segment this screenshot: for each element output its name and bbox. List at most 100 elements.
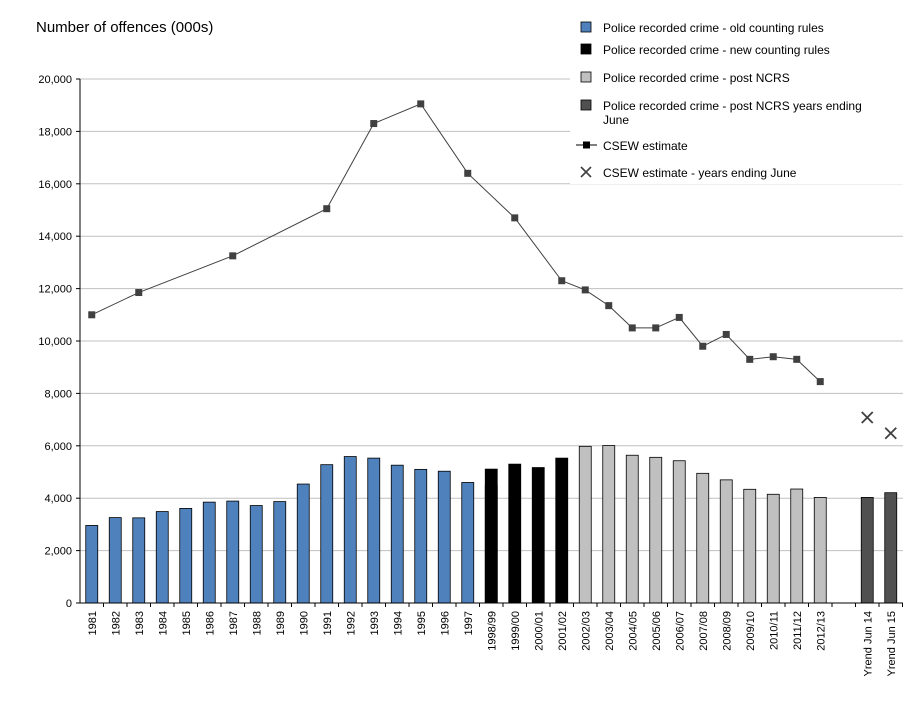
bar <box>367 457 381 604</box>
x-tick-label: 2004/05 <box>627 611 639 651</box>
bar <box>226 500 240 604</box>
bar <box>790 488 804 604</box>
legend-swatch <box>580 71 592 83</box>
csew-point <box>769 353 777 361</box>
bar <box>602 445 616 604</box>
x-tick-label: 1993 <box>369 611 381 635</box>
bar <box>85 525 99 604</box>
x-tick-label: Yrend Jun 15 <box>886 611 898 676</box>
x-tick-label: 2010/11 <box>768 611 780 650</box>
y-tick-label: 8,000 <box>44 388 72 400</box>
bar <box>508 463 522 604</box>
bar <box>743 488 757 604</box>
bar <box>414 468 428 604</box>
legend-swatch <box>580 21 592 33</box>
y-tick-label: 0 <box>66 598 72 610</box>
y-tick-label: 2,000 <box>44 546 72 558</box>
x-tick-label: 2009/10 <box>745 611 757 651</box>
x-tick-label: 2003/04 <box>604 611 616 651</box>
bar <box>484 468 498 604</box>
csew-line <box>88 100 897 440</box>
bar <box>555 457 569 604</box>
x-tick-label: 2012/13 <box>815 611 827 651</box>
x-tick-label: 1991 <box>322 611 334 635</box>
x-tick-label: 2008/09 <box>721 611 733 651</box>
x-tick-label: 1996 <box>439 611 451 635</box>
bar <box>249 505 263 604</box>
y-tick-label: 20,000 <box>38 74 72 86</box>
bar <box>766 493 780 604</box>
x-tick-label: 2000/01 <box>533 611 545 651</box>
x-tick-label: 1995 <box>416 611 428 635</box>
y-tick-label: 4,000 <box>44 493 72 505</box>
bar <box>719 479 733 604</box>
bar <box>884 492 898 604</box>
bar <box>625 454 639 604</box>
csew-point <box>605 302 613 310</box>
legend-label: Police recorded crime - post NCRS <box>603 71 790 85</box>
legend-label: Police recorded crime - old counting rul… <box>603 21 824 35</box>
x-tick-labels: 1981 1982 1983 1984 1985 1986 1987 1988 1989 1990… <box>87 611 898 676</box>
y-tick-label: 10,000 <box>38 336 72 348</box>
bar <box>343 456 357 604</box>
x-tick-label: 1982 <box>110 611 122 635</box>
bar <box>155 511 169 604</box>
x-tick-label: 1985 <box>181 611 193 635</box>
y-tick-labels: 0 2,000 4,000 6,000 8,000 10,000 12,000 14,000 1… <box>38 74 72 610</box>
bar <box>860 497 874 604</box>
y-axis-title: Number of offences (000s) <box>36 19 213 36</box>
csew-point <box>229 252 237 260</box>
y-tick-label: 18,000 <box>38 126 72 138</box>
csew-june-point <box>884 427 897 440</box>
axes <box>76 78 903 607</box>
legend-label: CSEW estimate <box>603 139 688 153</box>
bar <box>649 456 663 604</box>
bar <box>202 501 216 604</box>
x-tick-label: 1987 <box>228 611 240 635</box>
y-tick-label: 6,000 <box>44 441 72 453</box>
csew-point <box>699 342 707 350</box>
x-tick-label: 2001/02 <box>557 611 569 651</box>
bar <box>132 517 146 604</box>
csew-point <box>464 169 472 177</box>
legend-background <box>570 12 903 184</box>
bar <box>273 501 287 604</box>
bar <box>108 517 122 604</box>
y-tick-label: 14,000 <box>38 231 72 243</box>
x-tick-label: 1988 <box>251 611 263 635</box>
bar <box>813 497 827 604</box>
csew-point <box>135 289 143 297</box>
y-tick-label: 16,000 <box>38 179 72 191</box>
bar <box>390 464 404 604</box>
legend-swatch <box>580 43 592 55</box>
x-tick-label: 1998/99 <box>486 611 498 651</box>
x-tick-label: 2002/03 <box>580 611 592 651</box>
x-tick-label: 1983 <box>134 611 146 635</box>
y-tick-label: 12,000 <box>38 284 72 296</box>
csew-point <box>816 378 824 386</box>
x-tick-label: 1989 <box>275 611 287 635</box>
x-tick-label: 1999/00 <box>510 611 522 651</box>
bar <box>672 460 686 604</box>
x-tick-label: 1992 <box>345 611 357 635</box>
csew-point <box>511 214 519 222</box>
x-tick-label: Yrend Jun 14 <box>862 611 874 676</box>
x-tick-label: 2011/12 <box>792 611 804 650</box>
csew-point <box>417 100 425 108</box>
legend-label: Police recorded crime - new counting rul… <box>603 43 830 57</box>
csew-point <box>628 324 636 332</box>
bar <box>320 464 334 604</box>
x-tick-label: 2007/08 <box>698 611 710 651</box>
csew-point <box>370 120 378 128</box>
bar <box>531 467 545 604</box>
x-tick-label: 1986 <box>204 611 216 635</box>
csew-june-point <box>861 411 874 424</box>
csew-point <box>722 330 730 338</box>
bar <box>578 445 592 604</box>
bar <box>437 470 451 604</box>
csew-point <box>558 277 566 285</box>
csew-point <box>675 313 683 321</box>
bar <box>461 482 475 604</box>
x-tick-label: 2006/07 <box>674 611 686 651</box>
bar <box>296 483 310 604</box>
